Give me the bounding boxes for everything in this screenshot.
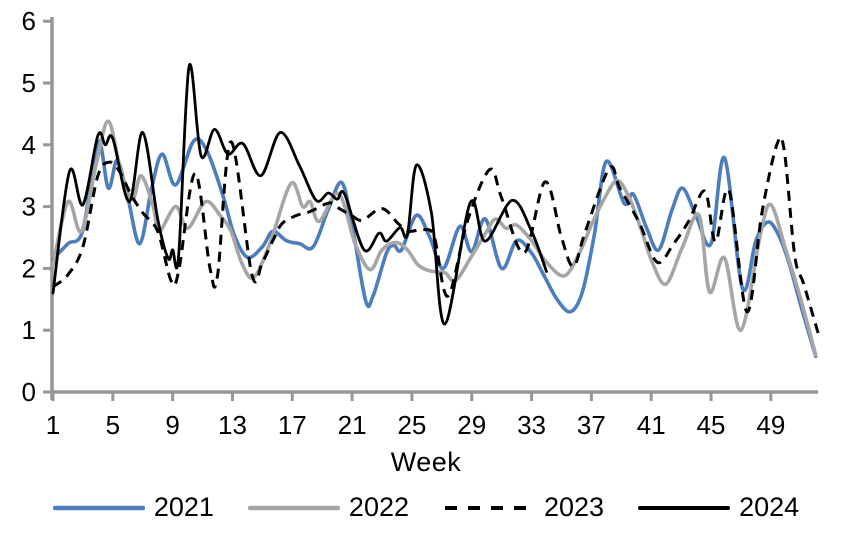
x-tick-label: 5 [106,410,120,440]
x-tick-label: 45 [697,410,726,440]
series-line-2024 [51,62,548,326]
x-tick-label: 25 [397,410,426,440]
x-axis-title: Week [390,447,462,477]
x-tick-label: 37 [577,410,606,440]
legend-line-swatch-2023 [445,505,533,510]
x-tick-label: 29 [457,410,486,440]
y-tick-label: 1 [22,315,36,345]
x-tick-label: 33 [517,410,546,440]
series-line-2022 [51,119,818,357]
legend-item-2023: 2023 [443,492,604,523]
legend: 2021 2022 2023 2024 [0,492,852,523]
x-tick-label: 1 [46,410,60,440]
x-tick-label: 13 [218,410,247,440]
legend-item-2022: 2022 [247,492,409,523]
legend-line-swatch-2021 [52,505,145,510]
legend-label-2024: 2024 [739,492,800,522]
x-tick-label: 41 [637,410,666,440]
y-tick-label: 5 [22,68,36,98]
x-tick-label: 49 [756,410,785,440]
x-tick-label: 21 [338,410,367,440]
series-line-2023 [52,135,821,336]
y-tick-label: 0 [22,377,36,407]
legend-line-swatch-2022 [247,505,340,510]
y-tick-label: 6 [22,6,36,36]
x-tick-label: 9 [165,410,179,440]
y-tick-label: 4 [22,130,36,160]
legend-item-2021: 2021 [52,492,214,523]
legend-label-2021: 2021 [153,492,214,522]
y-tick-label: 3 [22,192,36,222]
legend-line-swatch-2024 [638,505,731,510]
x-tick-label: 17 [278,410,307,440]
legend-item-2024: 2024 [638,492,799,523]
legend-label-2022: 2022 [348,492,409,522]
legend-label-2023: 2023 [544,492,605,522]
y-tick-label: 2 [22,253,36,283]
